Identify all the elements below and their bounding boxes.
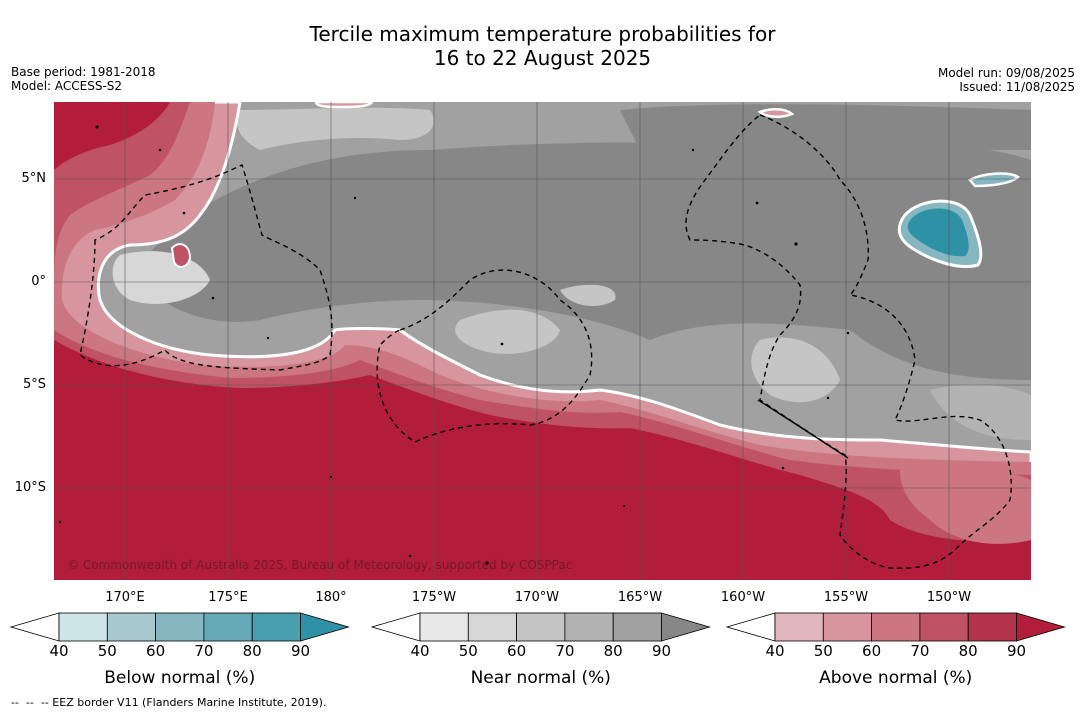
longitude-label: 150°W (926, 590, 972, 605)
model-name: Model: ACCESS-S2 (11, 79, 123, 93)
eez-border-mid (757, 399, 849, 459)
meta-left: Base period: 1981-2018 Model: ACCESS-S2 (11, 65, 156, 93)
longitude-label: 165°W (617, 590, 663, 605)
near-normal-low-patch-4 (455, 309, 560, 354)
colorbar-tick-label: 60 (507, 642, 527, 660)
colorbar-tick-label: 90 (1006, 642, 1027, 660)
colorbar-segment (106, 612, 157, 642)
above-normal-east-patch (900, 468, 1031, 544)
eez-border-centre (376, 269, 593, 443)
near-normal-low-patch-6 (930, 384, 1031, 440)
islands (58, 125, 850, 565)
colorbar-segment (203, 612, 253, 642)
title-line-2: 16 to 22 August 2025 (433, 46, 652, 70)
colorbar-tick-label: 80 (958, 642, 978, 660)
colorbar-tick-label: 40 (410, 642, 430, 660)
below-normal-patch-core (907, 208, 969, 257)
colorbar-segment (58, 612, 108, 642)
colorbar-extend-high (1016, 612, 1066, 642)
colorbar-title: Near normal (%) (470, 668, 611, 688)
near-normal-high-band (130, 142, 1031, 380)
colorbar-tick-label: 50 (458, 642, 478, 660)
colorbar-extend-low (725, 612, 776, 642)
above-normal-north-patch-2 (757, 108, 795, 118)
colorbar-segment (612, 612, 662, 642)
model-run: Model run: 09/08/2025 (937, 66, 1075, 80)
colorbar-tick-label: 60 (146, 642, 166, 660)
copyright-notice: © Commonwealth of Australia 2025, Bureau… (67, 558, 573, 572)
colorbar-segment (871, 612, 921, 642)
colorbar-tick-label: 90 (290, 642, 311, 660)
longitude-label: 160°W (720, 590, 766, 605)
near-normal-high-band-2 (620, 104, 1031, 150)
colorbar-segment (516, 612, 566, 642)
colorbar-segment (419, 612, 469, 642)
below-normal-patch-north (968, 172, 1021, 188)
colorbar-tick-label: 40 (765, 642, 785, 660)
map-title: Tercile maximum temperature probabilitie… (0, 22, 1085, 70)
colorbar-segment (967, 612, 1017, 642)
latitude-label: 5°N (21, 171, 47, 186)
colorbar-tick-label: 50 (813, 642, 833, 660)
colorbar-segment (251, 612, 301, 642)
above-normal-isle-patch (170, 243, 192, 268)
colorbar-tick-label: 60 (862, 642, 882, 660)
colorbar-segment (919, 612, 969, 642)
colorbar-tick-label: 90 (651, 642, 672, 660)
colorbar-tick-label: 70 (910, 642, 930, 660)
colorbar-tick-label: 40 (49, 642, 69, 660)
longitude-label: 180° (315, 590, 347, 605)
colorbar-segment (467, 612, 517, 642)
meta-right: Model run: 09/08/2025 Issued: 11/08/2025 (938, 66, 1075, 94)
colorbar-segment (564, 612, 614, 642)
latitude-label: 0° (31, 274, 46, 289)
colorbars (9, 612, 1066, 642)
colorbar-extend-low (370, 612, 421, 642)
longitude-label: 155°W (823, 590, 869, 605)
colorbar-tick-label: 70 (194, 642, 214, 660)
longitude-label: 175°E (208, 590, 248, 605)
colorbar-title: Above normal (%) (819, 668, 973, 688)
near-normal-low-patch-2 (751, 337, 840, 403)
eez-footnote: -- -- -- EEZ border V11 (Flanders Marine… (11, 696, 327, 709)
eez-borders (79, 114, 1012, 569)
issued-date: Issued: 11/08/2025 (959, 80, 1075, 94)
near-normal-low-patch-5 (560, 284, 616, 306)
latitude-label: 5°S (22, 377, 46, 392)
title-line-1: Tercile maximum temperature probabilitie… (309, 22, 776, 46)
above-normal-west-band (54, 102, 170, 170)
longitude-label: 170°E (105, 590, 145, 605)
colorbar-extend-high (300, 612, 350, 642)
colorbar-extend-high (661, 612, 711, 642)
colorbar-segment (155, 612, 205, 642)
eez-border-west (79, 164, 333, 371)
latitude-label: 10°S (14, 480, 46, 495)
map-area (54, 102, 1031, 580)
colorbar-extend-low (9, 612, 60, 642)
colorbar-segment (822, 612, 872, 642)
base-period: Base period: 1981-2018 (11, 65, 156, 79)
colorbar-tick-label: 80 (242, 642, 262, 660)
colorbar-title: Below normal (%) (104, 668, 256, 688)
above-normal-north-patch (314, 102, 374, 109)
near-normal-low-patch-1 (236, 107, 434, 150)
colorbar-tick-label: 80 (603, 642, 623, 660)
longitude-label: 170°W (514, 590, 560, 605)
colorbar-segment (774, 612, 824, 642)
colorbar-tick-label: 70 (555, 642, 575, 660)
colorbar-tick-label: 50 (97, 642, 117, 660)
longitude-label: 175°W (411, 590, 457, 605)
eez-border-east (685, 114, 1012, 569)
above-normal-band-90 (54, 340, 1031, 580)
